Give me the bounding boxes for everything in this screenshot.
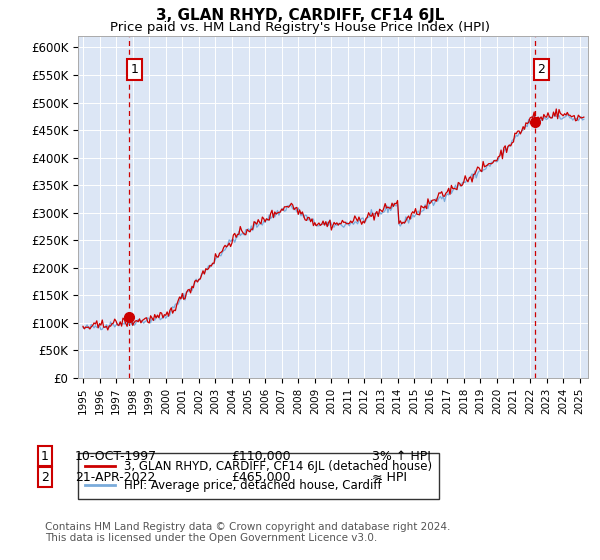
Text: 3, GLAN RHYD, CARDIFF, CF14 6JL: 3, GLAN RHYD, CARDIFF, CF14 6JL: [156, 8, 444, 24]
Text: Price paid vs. HM Land Registry's House Price Index (HPI): Price paid vs. HM Land Registry's House …: [110, 21, 490, 34]
Text: £110,000: £110,000: [231, 450, 290, 463]
Legend: 3, GLAN RHYD, CARDIFF, CF14 6JL (detached house), HPI: Average price, detached h: 3, GLAN RHYD, CARDIFF, CF14 6JL (detache…: [78, 453, 439, 499]
Text: Contains HM Land Registry data © Crown copyright and database right 2024.: Contains HM Land Registry data © Crown c…: [45, 522, 451, 532]
Text: 1: 1: [41, 450, 49, 463]
Text: This data is licensed under the Open Government Licence v3.0.: This data is licensed under the Open Gov…: [45, 533, 377, 543]
Text: 21-APR-2022: 21-APR-2022: [75, 470, 155, 484]
Text: 1: 1: [131, 63, 139, 76]
Text: 10-OCT-1997: 10-OCT-1997: [75, 450, 157, 463]
Text: 2: 2: [41, 470, 49, 484]
Text: 3% ↑ HPI: 3% ↑ HPI: [372, 450, 431, 463]
Text: 2: 2: [538, 63, 545, 76]
Text: ≈ HPI: ≈ HPI: [372, 470, 407, 484]
Text: £465,000: £465,000: [231, 470, 290, 484]
